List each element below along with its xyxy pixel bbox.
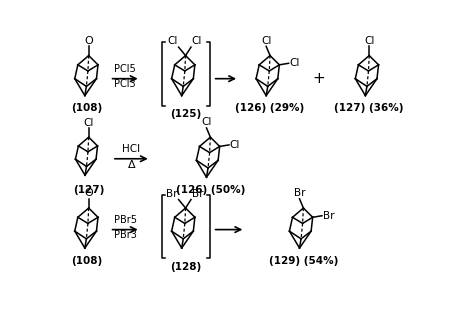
Text: Cl: Cl [261,35,271,46]
Text: (125): (125) [170,109,201,119]
Text: (127): (127) [73,185,104,195]
Text: Br: Br [323,211,334,221]
Text: Cl: Cl [230,140,240,150]
Text: (126) (29%): (126) (29%) [236,103,305,113]
Text: +: + [312,71,325,86]
Text: Br: Br [294,188,305,198]
Text: (128): (128) [170,262,201,272]
Text: PBr3: PBr3 [114,230,137,240]
Text: (108): (108) [72,256,103,266]
Text: Cl: Cl [192,36,202,46]
Text: Cl: Cl [201,117,212,127]
Text: Br: Br [166,189,178,199]
Text: Cl: Cl [83,118,94,128]
Text: Br: Br [192,189,203,199]
Text: Δ: Δ [128,159,135,169]
Text: HCl: HCl [122,144,140,154]
Text: O: O [84,35,93,46]
Text: Cl: Cl [167,36,178,46]
Text: (127) (36%): (127) (36%) [335,103,404,113]
Text: PBr5: PBr5 [114,215,137,225]
Text: (126) (50%): (126) (50%) [176,185,245,195]
Text: Cl: Cl [364,35,374,46]
Text: Cl: Cl [290,58,300,68]
Text: (129) (54%): (129) (54%) [269,256,338,266]
Text: PCl3: PCl3 [114,80,136,90]
Text: PCl5: PCl5 [114,64,136,74]
Text: (108): (108) [72,103,103,113]
Text: O: O [84,188,93,198]
